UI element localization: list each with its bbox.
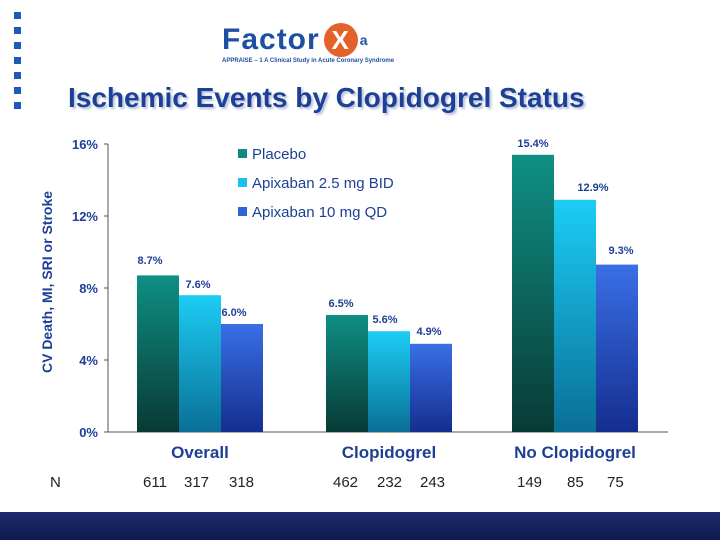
data-label: 6.5% <box>328 298 353 310</box>
n-noclop-placebo: 149 <box>517 474 543 491</box>
decorative-dots <box>14 12 22 117</box>
n-clop-apix25: 232 <box>377 474 403 491</box>
n-overall-apix25: 317 <box>184 474 210 491</box>
bar-apixaban-10-mg-qd-no-clopidogrel <box>596 264 638 432</box>
bar-apixaban-2-5-mg-bid-clopidogrel <box>368 331 410 432</box>
y-tick-label: 8% <box>79 281 98 296</box>
y-axis-label: CV Death, MI, SRI or Stroke <box>39 191 55 373</box>
legend-swatch <box>238 178 247 187</box>
n-noclop-apix25: 85 <box>567 474 584 491</box>
y-tick-label: 12% <box>72 209 98 224</box>
logo-a: a <box>359 32 369 48</box>
data-label: 8.7% <box>137 255 162 267</box>
n-clop-apix10: 243 <box>420 474 446 491</box>
legend-label: Placebo <box>252 146 306 163</box>
legend-label: Apixaban 10 mg QD <box>252 204 387 221</box>
data-label: 7.6% <box>185 279 210 291</box>
footer-band <box>0 512 720 540</box>
y-tick-label: 0% <box>79 425 98 440</box>
logo-text: Factor <box>222 23 320 56</box>
x-category-label: Clopidogrel <box>342 443 436 462</box>
n-clop-placebo: 462 <box>333 474 359 491</box>
n-label: N <box>50 474 61 491</box>
page-title: Ischemic Events by Clopidogrel Status <box>68 82 585 113</box>
bar-apixaban-10-mg-qd-overall <box>221 324 263 432</box>
bar-apixaban-2-5-mg-bid-no-clopidogrel <box>554 199 596 432</box>
bar-placebo-clopidogrel <box>326 315 368 432</box>
y-tick-label: 16% <box>72 137 98 152</box>
data-label: 5.6% <box>372 314 397 326</box>
data-label: 4.9% <box>416 326 441 338</box>
legend-swatch <box>238 149 247 158</box>
bar-placebo-no-clopidogrel <box>512 154 554 433</box>
legend-swatch <box>238 207 247 216</box>
y-tick-label: 4% <box>79 353 98 368</box>
bar-apixaban-2-5-mg-bid-overall <box>179 295 221 432</box>
data-label: 15.4% <box>517 138 548 150</box>
x-category-label: Overall <box>171 443 229 462</box>
n-noclop-apix10: 75 <box>607 474 624 491</box>
data-label: 9.3% <box>608 245 633 257</box>
legend-label: Apixaban 2.5 mg BID <box>252 175 394 192</box>
factorxa-logo: Factor X a <box>222 23 369 57</box>
n-overall-placebo: 611 <box>143 474 167 491</box>
logo-x: X <box>323 23 358 57</box>
data-label: 12.9% <box>577 182 608 194</box>
x-category-label: No Clopidogrel <box>514 443 636 462</box>
bar-placebo-overall <box>137 275 179 432</box>
n-overall-apix10: 318 <box>229 474 255 491</box>
study-subtitle: APPRAISE – 1 A Clinical Study in Acute C… <box>222 58 395 64</box>
data-label: 6.0% <box>221 307 246 319</box>
bar-apixaban-10-mg-qd-clopidogrel <box>410 343 452 432</box>
header-band <box>0 0 720 80</box>
